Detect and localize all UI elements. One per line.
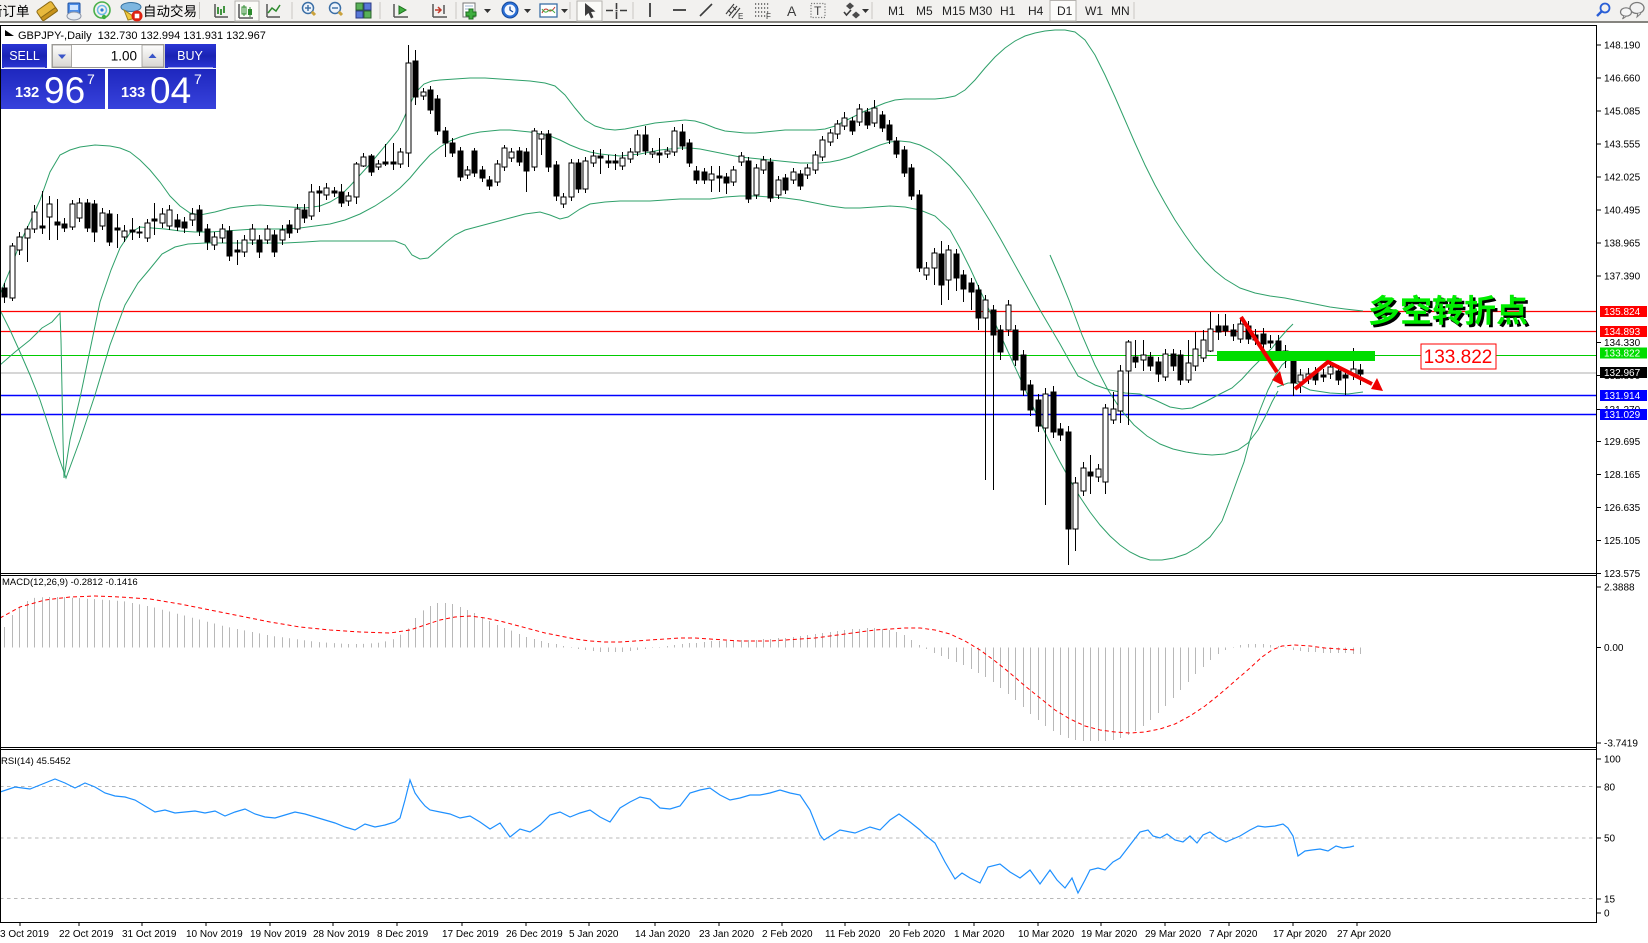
svg-text:7 Apr 2020: 7 Apr 2020	[1209, 929, 1258, 940]
svg-text:D1: D1	[1057, 4, 1073, 18]
svg-text:M5: M5	[916, 4, 933, 18]
svg-text:140.495: 140.495	[1604, 206, 1641, 217]
svg-text:128.165: 128.165	[1604, 470, 1641, 481]
svg-text:80: 80	[1604, 783, 1616, 794]
svg-text:7: 7	[194, 71, 202, 87]
svg-text:7: 7	[87, 71, 95, 87]
svg-text:134.330: 134.330	[1604, 338, 1641, 349]
svg-text:0: 0	[1604, 909, 1610, 920]
svg-text:123.575: 123.575	[1604, 569, 1641, 580]
svg-text:F: F	[766, 12, 771, 21]
svg-text:M30: M30	[969, 4, 993, 18]
svg-text:19 Mar 2020: 19 Mar 2020	[1081, 929, 1138, 940]
svg-text:132: 132	[15, 85, 39, 101]
svg-text:138.965: 138.965	[1604, 239, 1641, 250]
svg-text:M15: M15	[942, 4, 966, 18]
svg-text:27 Apr 2020: 27 Apr 2020	[1337, 929, 1391, 940]
svg-text:31 Oct 2019: 31 Oct 2019	[122, 929, 177, 940]
svg-text:126.635: 126.635	[1604, 503, 1641, 514]
svg-text:133.822: 133.822	[1424, 347, 1493, 368]
svg-text:2 Feb 2020: 2 Feb 2020	[762, 929, 813, 940]
svg-text:20 Feb 2020: 20 Feb 2020	[889, 929, 946, 940]
svg-text:96: 96	[44, 70, 85, 111]
svg-text:11 Feb 2020: 11 Feb 2020	[825, 929, 881, 940]
svg-text:22 Oct 2019: 22 Oct 2019	[59, 929, 114, 940]
svg-text:SELL: SELL	[9, 49, 40, 63]
svg-text:148.190: 148.190	[1604, 41, 1641, 52]
svg-text:14 Jan 2020: 14 Jan 2020	[635, 929, 690, 940]
svg-text:146.660: 146.660	[1604, 74, 1641, 85]
svg-text:MN: MN	[1111, 4, 1130, 18]
svg-text:GBPJPY-,Daily 132.730 132.994: GBPJPY-,Daily 132.730 132.994 131.931 13…	[18, 30, 266, 42]
svg-text:3 Oct 2019: 3 Oct 2019	[0, 929, 49, 940]
svg-text:29 Mar 2020: 29 Mar 2020	[1145, 929, 1202, 940]
svg-text:142.025: 142.025	[1604, 173, 1641, 184]
svg-text:143.555: 143.555	[1604, 140, 1641, 151]
svg-text:2.3888: 2.3888	[1604, 583, 1635, 594]
svg-text:8 Dec 2019: 8 Dec 2019	[377, 929, 429, 940]
svg-text:E: E	[738, 12, 743, 21]
svg-text:17 Apr 2020: 17 Apr 2020	[1273, 929, 1327, 940]
svg-text:23 Jan 2020: 23 Jan 2020	[699, 929, 754, 940]
svg-text:H1: H1	[1000, 4, 1016, 18]
svg-text:1 Mar 2020: 1 Mar 2020	[954, 929, 1005, 940]
svg-text:131.914: 131.914	[1604, 391, 1641, 402]
svg-text:T: T	[814, 4, 822, 18]
svg-text:15: 15	[1604, 895, 1616, 906]
svg-text:0.00: 0.00	[1604, 643, 1624, 654]
svg-text:17 Dec 2019: 17 Dec 2019	[442, 929, 499, 940]
svg-text:H4: H4	[1028, 4, 1044, 18]
svg-text:135.824: 135.824	[1604, 307, 1641, 318]
svg-text:04: 04	[150, 70, 191, 111]
svg-text:RSI(14) 45.5452: RSI(14) 45.5452	[1, 756, 71, 767]
svg-text:133: 133	[121, 85, 145, 101]
svg-text:100: 100	[1604, 755, 1621, 766]
svg-text:28 Nov 2019: 28 Nov 2019	[313, 929, 370, 940]
svg-text:145.085: 145.085	[1604, 107, 1641, 118]
svg-text:125.105: 125.105	[1604, 536, 1641, 547]
svg-text:BUY: BUY	[177, 49, 203, 63]
svg-text:5 Jan 2020: 5 Jan 2020	[569, 929, 619, 940]
svg-text:-3.7419: -3.7419	[1604, 739, 1638, 750]
svg-text:137.390: 137.390	[1604, 272, 1641, 283]
svg-text:131.029: 131.029	[1604, 410, 1641, 421]
svg-text:133.822: 133.822	[1604, 349, 1641, 360]
svg-text:M1: M1	[888, 4, 905, 18]
svg-text:19 Nov 2019: 19 Nov 2019	[250, 929, 307, 940]
svg-text:A: A	[787, 3, 797, 19]
svg-text:MACD(12,26,9) -0.2812 -0.1416: MACD(12,26,9) -0.2812 -0.1416	[2, 577, 138, 588]
svg-text:10 Nov 2019: 10 Nov 2019	[186, 929, 243, 940]
svg-text:1.00: 1.00	[111, 49, 137, 64]
svg-text:132.967: 132.967	[1604, 368, 1641, 379]
svg-text:129.695: 129.695	[1604, 437, 1641, 448]
svg-text:26 Dec 2019: 26 Dec 2019	[506, 929, 563, 940]
svg-text:50: 50	[1604, 834, 1616, 845]
svg-text:134.893: 134.893	[1604, 327, 1641, 338]
svg-text:10 Mar 2020: 10 Mar 2020	[1018, 929, 1075, 940]
svg-text:W1: W1	[1085, 4, 1103, 18]
